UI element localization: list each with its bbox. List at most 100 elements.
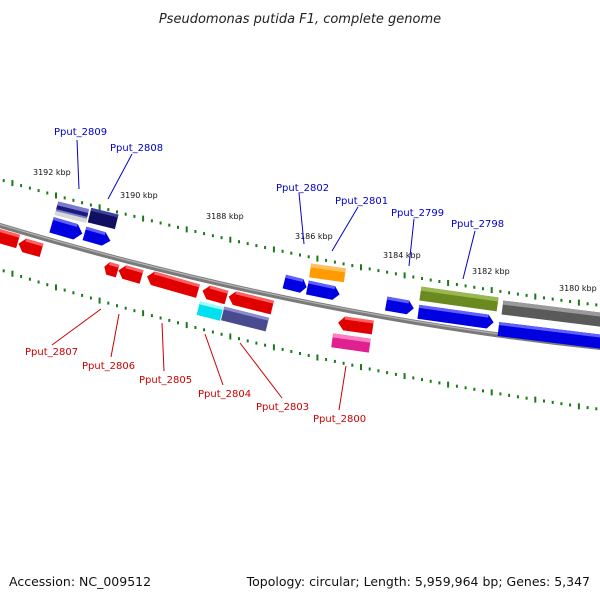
- gene-arrow[interactable]: [282, 274, 309, 294]
- scale-tick: [342, 361, 345, 365]
- scale-tick: [455, 384, 458, 388]
- scale-tick: [246, 242, 249, 246]
- scale-tick: [37, 189, 40, 193]
- gene-label-pput-2803[interactable]: Pput_2803: [256, 402, 309, 413]
- gene-block-pput-2800[interactable]: [331, 333, 371, 353]
- gene-arrow[interactable]: [337, 316, 374, 335]
- scale-tick: [447, 381, 450, 388]
- gene-arrow[interactable]: [82, 226, 113, 248]
- scale-tick: [499, 289, 502, 293]
- gene-block-pput-2808[interactable]: [87, 207, 119, 230]
- scale-tick: [116, 304, 118, 308]
- scale-label: 3182 kbp: [472, 267, 510, 276]
- gene-arrow[interactable]: [501, 300, 600, 328]
- scale-tick: [368, 367, 371, 371]
- gene-label-pput-2802[interactable]: Pput_2802: [276, 183, 329, 194]
- scale-tick: [28, 186, 31, 190]
- scale-tick: [316, 354, 319, 361]
- gene-label-pput-2808[interactable]: Pput_2808: [110, 143, 163, 154]
- scale-label: 3188 kbp: [206, 212, 244, 221]
- scale-tick: [28, 277, 31, 281]
- gene-label-pput-2807[interactable]: Pput_2807: [25, 347, 78, 358]
- scale-tick: [37, 280, 40, 284]
- scale-tick: [525, 396, 528, 400]
- scale-tick: [447, 280, 450, 286]
- scale-tick: [386, 270, 389, 274]
- scale-tick: [264, 246, 267, 249]
- scale-tick: [333, 260, 336, 264]
- gene-label-pput-2799[interactable]: Pput_2799: [391, 208, 444, 219]
- scale-tick: [290, 251, 293, 255]
- gene-label-pput-2801[interactable]: Pput_2801: [335, 196, 388, 207]
- gene-label-pput-2804[interactable]: Pput_2804: [198, 389, 251, 400]
- scale-tick: [595, 407, 598, 411]
- scale-tick: [499, 392, 502, 396]
- scale-tick: [229, 236, 232, 243]
- scale-tick: [403, 373, 406, 380]
- scale-tick: [142, 215, 145, 222]
- scale-tick: [107, 208, 110, 212]
- scale-tick: [168, 318, 171, 322]
- scale-tick: [290, 350, 293, 353]
- gene-block-pput-2802[interactable]: [309, 263, 346, 283]
- gene-arrow[interactable]: [227, 290, 275, 315]
- scale-tick: [325, 258, 328, 262]
- scale-tick: [464, 284, 467, 288]
- gene-label-pput-2809[interactable]: Pput_2809: [54, 127, 107, 138]
- gene-arrow[interactable]: [0, 227, 21, 249]
- scale-tick: [569, 300, 572, 303]
- gene-label-pput-2800[interactable]: Pput_2800: [313, 414, 366, 425]
- scale-tick: [377, 369, 380, 373]
- scale-tick: [577, 299, 580, 306]
- scale-label: 3180 kbp: [559, 284, 597, 293]
- scale-tick: [264, 343, 267, 347]
- gene-label-pput-2798[interactable]: Pput_2798: [451, 219, 504, 230]
- scale-tick: [116, 210, 118, 214]
- scale-tick: [255, 341, 258, 345]
- scale-tick: [490, 389, 493, 396]
- scale-tick: [307, 255, 310, 259]
- gene-arrow[interactable]: [49, 217, 84, 241]
- scale-tick: [325, 358, 328, 361]
- scale-tick: [351, 264, 354, 268]
- label-leaders: [51, 139, 476, 411]
- scale-tick: [438, 381, 441, 385]
- scale-tick: [386, 371, 389, 375]
- scale-tick: [11, 270, 14, 277]
- gene-block-pput-2799[interactable]: [384, 296, 415, 316]
- scale-tick: [560, 298, 563, 302]
- gene-arrow[interactable]: [201, 284, 229, 305]
- gene-arrow[interactable]: [17, 237, 44, 258]
- gene-arrow[interactable]: [497, 322, 600, 351]
- accession-text: Accession: NC_009512: [9, 574, 151, 589]
- gene-block-pput-2801[interactable]: [305, 280, 341, 302]
- gene-block-pput-2798[interactable]: [419, 286, 499, 312]
- gene-block-pput-2809[interactable]: [54, 201, 90, 223]
- scale-tick: [534, 293, 537, 300]
- forward-gene-labels: Pput_2809 Pput_2808 Pput_2802 Pput_2801 …: [54, 127, 504, 230]
- gene-arrow[interactable]: [417, 304, 494, 329]
- gene-label-pput-2806[interactable]: Pput_2806: [82, 361, 135, 372]
- gene-block-pput-2803[interactable]: [220, 306, 270, 332]
- scale-tick: [81, 293, 84, 297]
- gene-block-pput-2807[interactable]: [102, 261, 120, 278]
- scale-tick: [72, 291, 75, 295]
- scale-label: 3192 kbp: [33, 168, 71, 177]
- gene-label-pput-2805[interactable]: Pput_2805: [139, 375, 192, 386]
- scale-tick: [360, 264, 362, 271]
- scale-tick: [455, 283, 458, 286]
- scale-tick: [281, 249, 284, 253]
- scale-tick: [246, 339, 249, 343]
- gene-block-pput-2804[interactable]: [196, 301, 224, 321]
- scale-tick: [473, 387, 476, 391]
- scale-tick: [159, 221, 162, 225]
- gene-block-pput-2805[interactable]: [145, 270, 200, 298]
- gene-block-pput-2806[interactable]: [117, 264, 144, 284]
- scale-tick: [55, 192, 57, 199]
- scale-tick: [508, 291, 511, 295]
- scale-tick: [394, 272, 397, 276]
- scale-tick: [368, 267, 371, 271]
- reverse-gene-labels: Pput_2807 Pput_2806 Pput_2805 Pput_2804 …: [25, 347, 366, 425]
- scale-tick: [159, 316, 162, 320]
- scale-tick: [185, 226, 188, 233]
